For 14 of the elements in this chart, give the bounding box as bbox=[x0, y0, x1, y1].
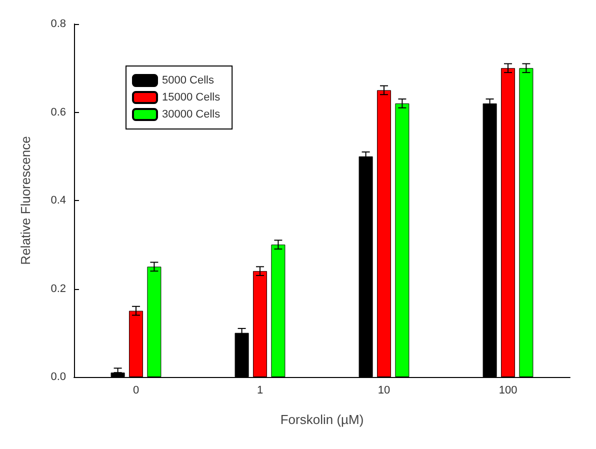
y-tick-label: 0.4 bbox=[50, 194, 66, 206]
y-axis-title: Relative Fluorescence bbox=[18, 136, 33, 265]
x-axis-title: Forskolin (µM) bbox=[280, 412, 364, 427]
x-tick-label: 0 bbox=[132, 384, 140, 396]
y-tick-label: 0.2 bbox=[50, 282, 66, 295]
y-tick-label: 0.6 bbox=[50, 106, 66, 118]
legend-label: 15000 Cells bbox=[162, 92, 221, 104]
y-tick-label: 0.0 bbox=[50, 371, 66, 383]
legend-label: 5000 Cells bbox=[162, 74, 214, 86]
x-tick-label: 10 bbox=[378, 384, 390, 396]
x-tick-label: 1 bbox=[256, 384, 264, 396]
x-tick-label: 100 bbox=[498, 384, 518, 396]
y-tick-label: 0.8 bbox=[50, 18, 66, 30]
legend-label: 30000 Cells bbox=[162, 108, 221, 120]
